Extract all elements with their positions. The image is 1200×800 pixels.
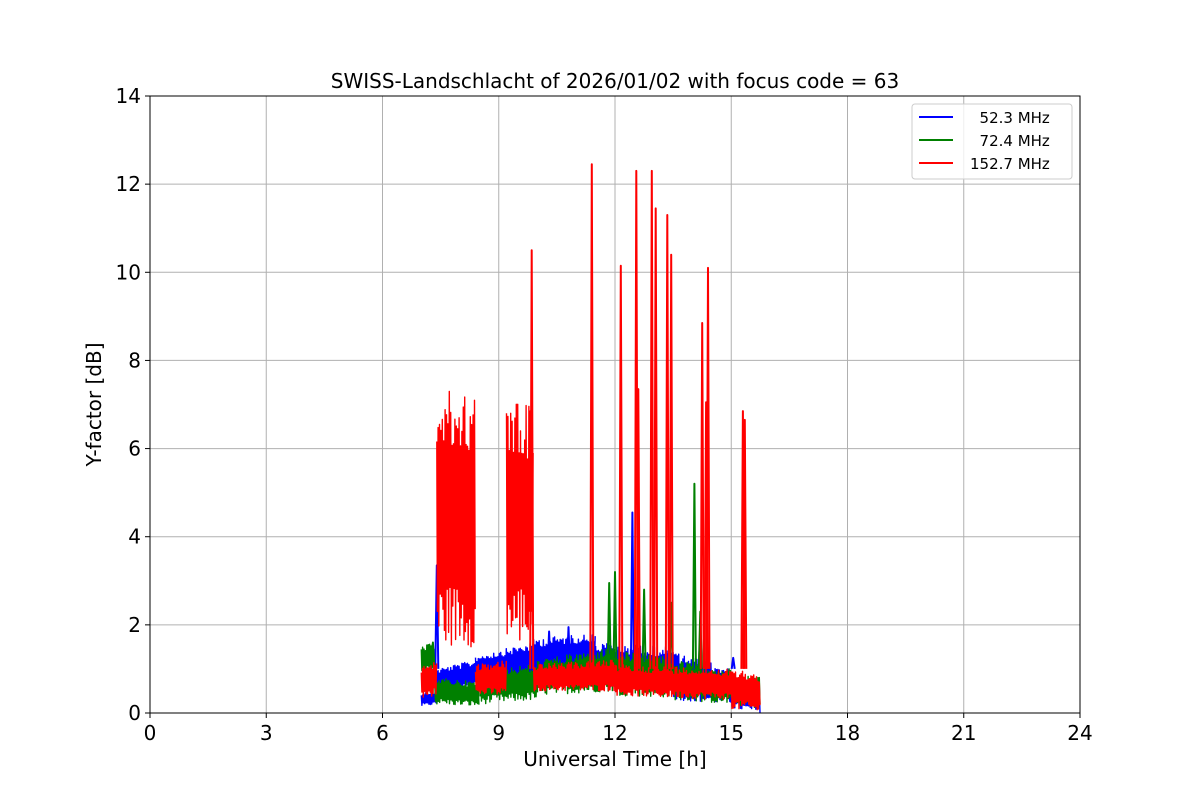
spike-152-7-mhz [529,249,535,669]
series-band-152-7-mhz [474,660,507,695]
x-tick-label: 6 [376,721,389,745]
spike-72-4-mhz [691,482,697,669]
y-tick-label: 10 [116,260,141,284]
spike-152-7-mhz [664,214,670,669]
y-tick-label: 14 [116,84,141,108]
series-152-7-mhz [420,163,761,711]
legend-label-152-7-mhz: 152.7 MHz [970,155,1050,173]
y-tick-label: 0 [128,701,141,725]
series-band-152-7-mhz [436,390,476,648]
spike-72-4-mhz [641,588,647,669]
x-tick-label: 9 [492,721,505,745]
series-band-152-7-mhz [420,662,438,698]
x-tick-label: 15 [719,721,744,745]
spike-152-7-mhz [668,253,674,669]
legend-label-72-4-mhz: 72.4 MHz [970,132,1050,150]
x-tick-label: 21 [951,721,976,745]
series-band-152-7-mhz [505,403,534,641]
spike-72-4-mhz [606,582,612,669]
spike-152-7-mhz [653,207,659,669]
chart-title: SWISS-Landschlacht of 2026/01/02 with fo… [331,69,899,93]
x-tick-label: 18 [835,721,860,745]
series-band-152-7-mhz [532,659,616,692]
x-tick-label: 24 [1067,721,1092,745]
spike-152-7-mhz [618,264,624,669]
y-axis-label: Y-factor [dB] [82,342,106,467]
series-band-52-3-mhz [532,634,596,677]
y-tick-label: 8 [128,348,141,372]
y-tick-label: 6 [128,437,141,461]
spike-72-4-mhz [430,641,436,669]
x-tick-label: 3 [260,721,273,745]
x-tick-label: 12 [602,721,627,745]
spike-152-7-mhz [742,418,748,669]
series-band-152-7-mhz [614,664,732,700]
x-tick-label: 0 [144,721,157,745]
x-axis-label: Universal Time [h] [523,747,706,771]
spike-152-7-mhz [589,163,595,669]
y-tick-label: 2 [128,613,141,637]
spike-152-7-mhz [635,388,641,669]
spike-72-4-mhz [612,571,618,669]
spike-52-3-mhz [546,630,552,669]
spike-152-7-mhz [705,266,711,669]
spike-152-7-mhz [699,322,705,669]
series-band-152-7-mhz [730,670,761,711]
y-tick-label: 4 [128,525,141,549]
plot-series [420,163,761,713]
legend-label-52-3-mhz: 52.3 MHz [970,109,1050,127]
legend-box [911,103,1073,180]
series-band-72-4-mhz [434,678,480,706]
spike-52-3-mhz [629,511,635,669]
spike-152-7-mhz [649,169,655,669]
legend: 52.3 MHz 72.4 MHz 152.7 MHz [911,103,1073,180]
y-tick-label: 12 [116,172,141,196]
spike-52-3-mhz [730,656,736,670]
